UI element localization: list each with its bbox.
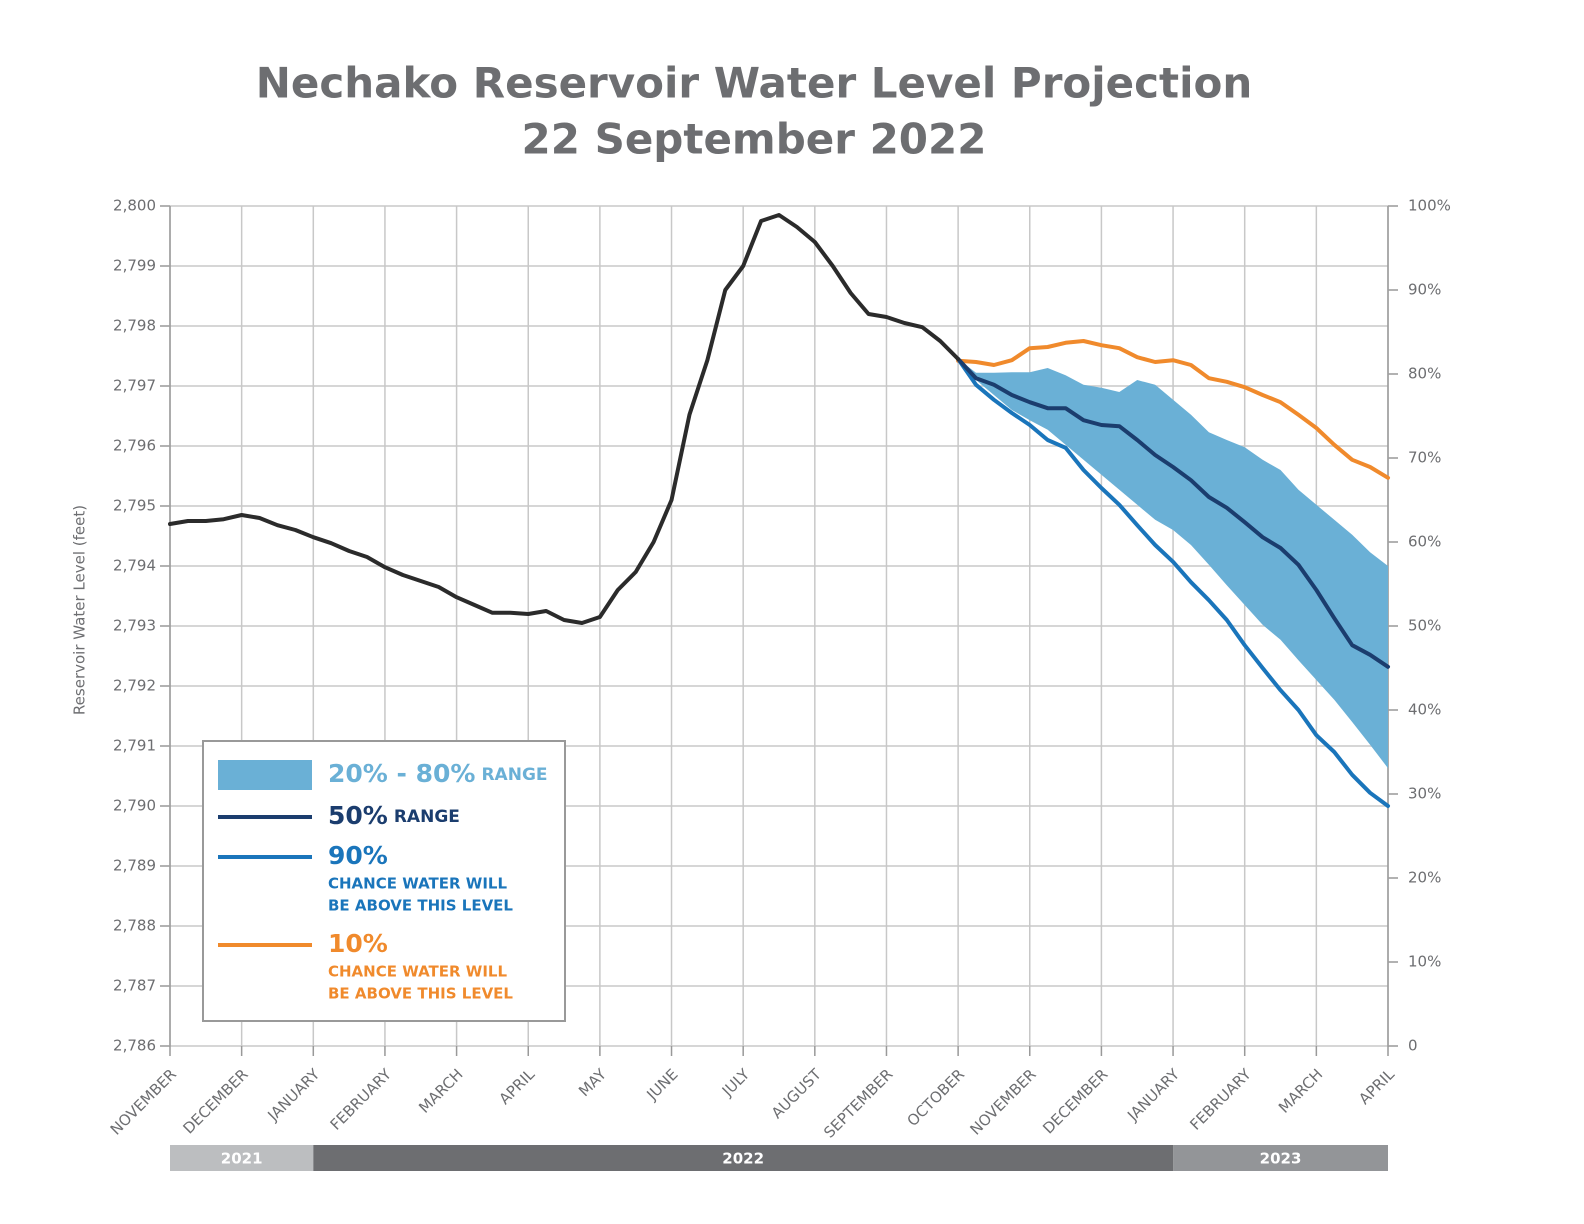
legend-label: 90% (328, 841, 388, 870)
legend-swatch (218, 760, 312, 790)
legend-note: CHANCE WATER WILL (328, 875, 507, 893)
y-tick-label: 2,793 (113, 617, 156, 635)
x-tick-label: MARCH (415, 1065, 466, 1116)
x-tick-label: NOVEMBER (107, 1065, 180, 1138)
y2-tick-label: 80% (1408, 365, 1441, 383)
legend-name: 90% (328, 841, 388, 870)
x-tick-label: JUNE (643, 1065, 682, 1104)
x-tick-label: MARCH (1275, 1065, 1326, 1116)
legend-label: 20% - 80% RANGE (328, 759, 548, 788)
y2-tick-label: 100% (1408, 197, 1451, 215)
year-label: 2022 (722, 1150, 764, 1168)
y-tick-label: 2,799 (113, 257, 156, 275)
legend-note: BE ABOVE THIS LEVEL (328, 985, 513, 1003)
x-tick-label: APRIL (495, 1065, 538, 1108)
legend-note: RANGE (481, 765, 547, 785)
year-bar (170, 1145, 314, 1171)
series-line (956, 357, 1390, 669)
x-tick-label: OCTOBER (903, 1065, 968, 1130)
x-tick-label: SEPTEMBER (820, 1065, 896, 1141)
year-bar (1173, 1145, 1388, 1171)
y2-tick-label: 40% (1408, 701, 1441, 719)
legend-name: 10% (328, 929, 388, 958)
legend-label: 50% RANGE (328, 801, 460, 830)
legend: 20% - 80% RANGE 50% RANGE 90% CHANCE WATER WI… (202, 740, 566, 1022)
y-tick-label: 2,796 (113, 437, 156, 455)
y-tick-label: 2,791 (113, 737, 156, 755)
y-tick-label: 2,800 (113, 197, 156, 215)
y2-tick-label: 10% (1408, 953, 1441, 971)
x-tick-label: FEBRUARY (327, 1065, 396, 1134)
series-line (956, 357, 1390, 808)
y-tick-label: 2,786 (113, 1037, 156, 1055)
legend-note: RANGE (394, 807, 460, 827)
y-tick-label: 2,789 (113, 857, 156, 875)
x-tick-label: AUGUST (768, 1065, 826, 1123)
year-bar (313, 1145, 1174, 1171)
legend-label: 10% (328, 929, 388, 958)
y-tick-label: 2,788 (113, 917, 156, 935)
year-label: 2023 (1260, 1150, 1302, 1168)
y2-tick-label: 30% (1408, 785, 1441, 803)
y-tick-label: 2,797 (113, 377, 156, 395)
legend-name: 50% (328, 801, 388, 830)
y2-tick-label: 60% (1408, 533, 1441, 551)
range-band (958, 359, 1388, 769)
y-tick-label: 2,794 (113, 557, 156, 575)
y-axis-label: Reservoir Water Level (feet) (71, 505, 89, 715)
series-line (956, 339, 1390, 480)
chart-subtitle: 22 September 2022 (522, 115, 987, 164)
y-tick-label: 2,790 (113, 797, 156, 815)
y2-tick-label: 20% (1408, 869, 1441, 887)
x-tick-label: MAY (575, 1065, 610, 1100)
y2-tick-label: 90% (1408, 281, 1441, 299)
year-label: 2021 (221, 1150, 263, 1168)
x-tick-label: APRIL (1355, 1065, 1398, 1108)
y-tick-label: 2,792 (113, 677, 156, 695)
y2-tick-label: 70% (1408, 449, 1441, 467)
y2-tick-label: 0 (1408, 1037, 1418, 1055)
x-tick-label: DECEMBER (179, 1065, 251, 1137)
y-tick-label: 2,798 (113, 317, 156, 335)
legend-note: CHANCE WATER WILL (328, 963, 507, 981)
x-tick-label: JULY (718, 1065, 754, 1101)
x-tick-label: JANUARY (264, 1065, 324, 1125)
y-tick-label: 2,787 (113, 977, 156, 995)
x-tick-label: DECEMBER (1039, 1065, 1111, 1137)
x-tick-label: JANUARY (1123, 1065, 1183, 1125)
chart-title: Nechako Reservoir Water Level Projection (256, 59, 1253, 108)
legend-name: 20% - 80% (328, 759, 475, 788)
x-tick-label: FEBRUARY (1186, 1065, 1255, 1134)
y2-tick-label: 50% (1408, 617, 1441, 635)
y-tick-label: 2,795 (113, 497, 156, 515)
observed-line (168, 213, 961, 625)
legend-note: BE ABOVE THIS LEVEL (328, 897, 513, 915)
x-tick-label: NOVEMBER (966, 1065, 1039, 1138)
